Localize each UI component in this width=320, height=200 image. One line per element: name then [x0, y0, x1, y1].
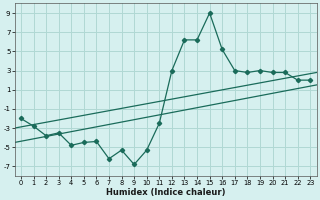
X-axis label: Humidex (Indice chaleur): Humidex (Indice chaleur) — [106, 188, 225, 197]
